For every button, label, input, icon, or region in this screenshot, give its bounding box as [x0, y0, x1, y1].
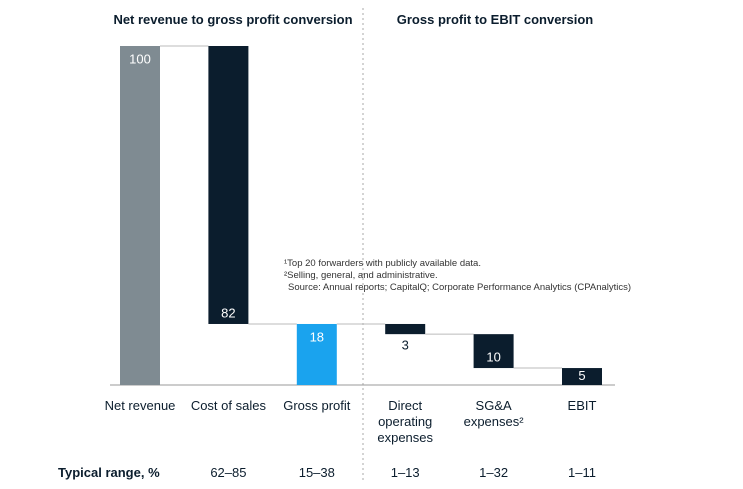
footnote: Source: Annual reports; CapitalQ; Corpor… [288, 282, 632, 293]
value-label: 5 [578, 368, 585, 383]
x-tick-label: SG&A expenses² [463, 398, 524, 429]
range-value: 15–38 [298, 465, 335, 480]
bar [120, 46, 160, 385]
value-label: 10 [486, 349, 500, 364]
range-label: Typical range, % [58, 465, 160, 480]
x-tick-label: Direct operating expenses [377, 398, 434, 445]
bar [296, 323, 337, 385]
x-tick-label: EBIT [567, 398, 597, 413]
bar [208, 46, 249, 324]
footnote: ²Selling, general, and administrative. [284, 270, 438, 281]
bar [562, 368, 602, 385]
x-tick-label: Net revenue [104, 398, 176, 413]
value-label: 82 [221, 305, 235, 320]
bar [385, 323, 426, 335]
section-title: Gross profit to EBIT conversion [396, 12, 594, 27]
value-label: 3 [402, 338, 409, 353]
range-value: 1–13 [390, 465, 420, 480]
x-tick-label: Gross profit [283, 398, 351, 413]
bar [473, 334, 514, 369]
range-value: 62–85 [210, 465, 247, 480]
range-value: 1–32 [479, 465, 509, 480]
value-label: 18 [310, 329, 324, 344]
x-tick-label: Cost of sales [190, 398, 266, 413]
section-title: Net revenue to gross profit conversion [113, 12, 353, 27]
footnote: ¹Top 20 forwarders with publicly availab… [284, 258, 481, 269]
value-label: 100 [129, 51, 151, 66]
range-value: 1–11 [568, 465, 596, 480]
